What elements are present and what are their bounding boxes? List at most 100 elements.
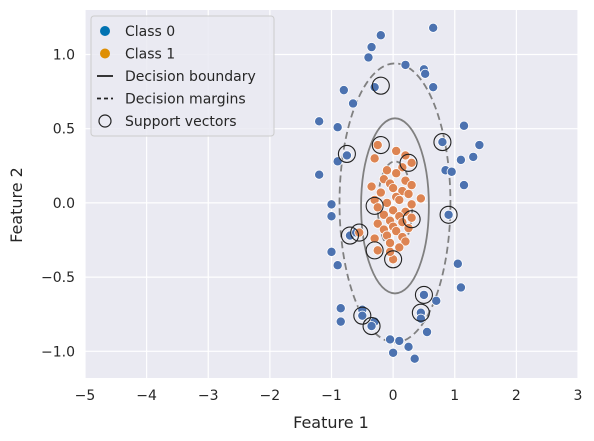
class-1-point [385, 237, 396, 248]
support-vector-marker [365, 241, 384, 260]
legend-box [90, 15, 275, 137]
class-0-point [431, 295, 442, 306]
class-0-point [332, 122, 343, 133]
class-0-point [415, 313, 426, 324]
class-0-point [366, 321, 377, 332]
class-0-point [341, 150, 352, 161]
class-1-point [372, 245, 383, 256]
legend: Class 0 Class 1 Decision boundary Decision … [90, 15, 275, 137]
legend-label: Class 0 [125, 24, 175, 40]
class-0-point [326, 246, 337, 257]
class-1-point [391, 145, 402, 156]
class-1-point [391, 168, 402, 179]
x-tick-labels: −5 −4 −3 −2 −1 0 1 2 3 [75, 388, 583, 404]
class-1-point [369, 233, 380, 244]
x-tick-label: 2 [512, 388, 521, 404]
class-0-point [455, 282, 466, 293]
support-vector-marker [399, 153, 418, 172]
x-tick-label: −5 [75, 388, 96, 404]
class-1-point [372, 202, 383, 213]
class-0-point [332, 156, 343, 167]
class-0-point [335, 303, 346, 314]
class-1-point [415, 193, 426, 204]
class-0-point [348, 98, 359, 109]
class-0-point [332, 260, 343, 271]
class-0-point [314, 169, 325, 180]
support-vector-marker [439, 205, 458, 224]
legend-label: Decision boundary [125, 69, 256, 85]
class-0-point [474, 140, 485, 151]
y-tick-label: 0.0 [53, 196, 75, 212]
support-vector-marker [350, 223, 369, 242]
class-0-point [400, 59, 411, 70]
support-vector-marker [433, 133, 452, 152]
class-1-point [406, 212, 417, 223]
class-0-point [326, 199, 337, 210]
class-1-point [381, 165, 392, 176]
legend-support-vector-marker [98, 114, 112, 128]
x-axis-label: Feature 1 [293, 413, 369, 432]
class-1-point [406, 199, 417, 210]
class-0-point [366, 42, 377, 53]
class-0-point [468, 151, 479, 162]
class-0-point [388, 347, 399, 358]
x-tick-label: 3 [574, 388, 583, 404]
class-1-point [403, 188, 414, 199]
x-tick-label: 0 [389, 388, 398, 404]
y-tick-label: 0.5 [53, 122, 75, 138]
class-0-point [357, 310, 368, 321]
class-0-point [369, 82, 380, 93]
support-vector-marker [411, 303, 430, 322]
class-0-point [326, 211, 337, 222]
support-vector-marker [337, 144, 356, 163]
class-1-point [381, 197, 392, 208]
class-0-point [385, 334, 396, 345]
class-0-point [446, 166, 457, 177]
support-vector-marker [365, 196, 384, 215]
support-vector-marker [371, 135, 390, 155]
support-vector-marker [340, 226, 360, 245]
y-tick-label: −0.5 [41, 270, 75, 286]
class-1-point [388, 183, 399, 194]
class-1-point [375, 187, 386, 198]
class-1-point [372, 218, 383, 229]
y-tick-label: −1.0 [41, 344, 75, 360]
class-0-point [458, 180, 469, 191]
class-0-point [443, 209, 454, 220]
class-1-point [394, 194, 405, 205]
class-0-point [437, 137, 448, 148]
class-1-point [378, 209, 389, 220]
support-vector-marker [353, 306, 372, 325]
class-0-point [335, 316, 346, 327]
legend-class-1-marker [100, 48, 110, 59]
class-0-point [452, 258, 463, 269]
class-0-point [458, 120, 469, 131]
x-tick-label: 1 [450, 388, 459, 404]
x-tick-label: −4 [136, 388, 157, 404]
support-vector-markers [337, 76, 458, 336]
support-vector-marker [371, 76, 390, 95]
class-1-point [406, 157, 417, 168]
class-0-point [375, 30, 386, 41]
x-tick-label: −3 [198, 388, 219, 404]
class-1-point [372, 140, 383, 151]
legend-class-0-marker [100, 26, 110, 36]
x-tick-label: −2 [260, 388, 281, 404]
class-0-point [338, 85, 349, 96]
class-1-point [366, 181, 377, 192]
support-vector-marker [362, 317, 381, 336]
legend-label: Decision margins [125, 92, 246, 108]
class-0-point [422, 326, 433, 337]
class-1-point [406, 180, 417, 191]
class-0-point [403, 341, 414, 352]
decision-boundary [360, 117, 430, 295]
class-1-point [388, 205, 399, 216]
x-tick-label: −1 [321, 388, 342, 404]
support-vector-marker [414, 285, 433, 304]
class-0-point [420, 68, 431, 79]
class-1-point [391, 226, 402, 237]
y-tick-label: 1.0 [53, 48, 75, 64]
boundary-ellipse [360, 117, 430, 295]
class-0-point [418, 289, 429, 300]
